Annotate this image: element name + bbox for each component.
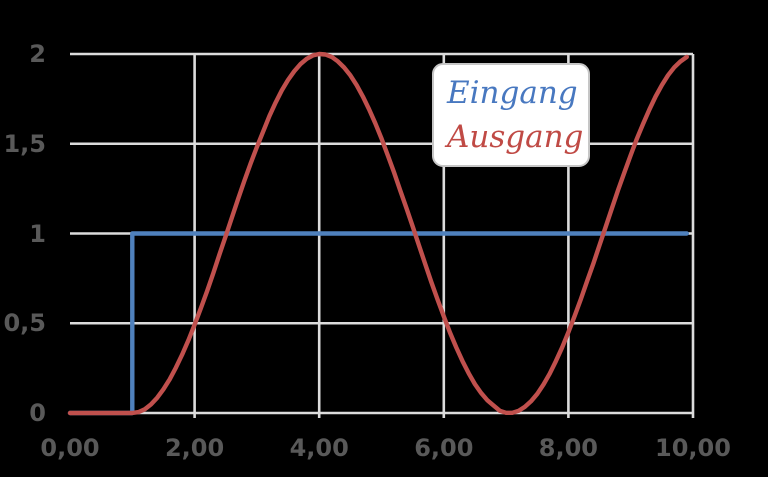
y-axis-tick-label: 1 xyxy=(29,219,46,248)
y-axis-tick-label: 2 xyxy=(29,40,46,68)
x-axis-tick-label: 4,00 xyxy=(289,434,349,462)
x-axis-tick-label: 6,00 xyxy=(414,434,474,462)
series-line-ausgang xyxy=(67,51,689,416)
legend-item-eingang: Eingang xyxy=(447,71,588,115)
legend-item-ausgang: Ausgang xyxy=(447,115,588,159)
y-axis-tick-label: 0 xyxy=(29,399,46,427)
x-axis-tick-label: 2,00 xyxy=(164,434,225,462)
y-axis-tick-label: 1,5 xyxy=(3,129,46,158)
legend-box: Eingang Ausgang xyxy=(432,63,590,167)
x-axis-tick-label: 8,00 xyxy=(538,434,598,462)
x-axis-tick-label: 0,00 xyxy=(40,434,100,462)
y-axis-tick-label: 0,5 xyxy=(3,309,46,338)
legend-label-ausgang: Ausgang xyxy=(447,119,584,155)
x-axis-tick-label: 10,00 xyxy=(655,434,731,462)
legend-label-eingang: Eingang xyxy=(447,75,578,111)
